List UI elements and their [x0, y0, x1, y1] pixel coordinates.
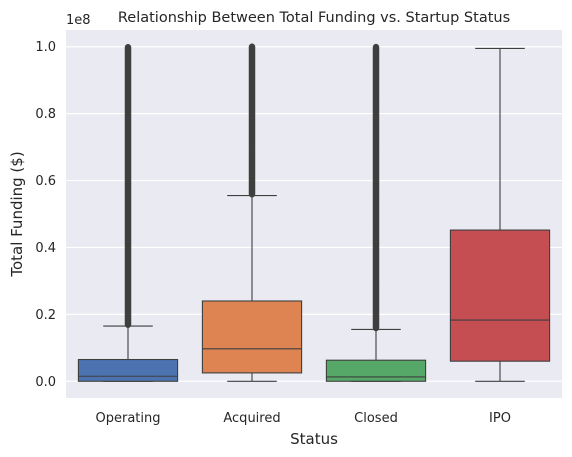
y-tick-label: 0.0	[35, 375, 56, 390]
y-tick-label: 1.0	[35, 40, 56, 55]
chart-title: Relationship Between Total Funding vs. S…	[118, 10, 510, 26]
x-tick-label: Acquired	[223, 411, 280, 426]
iqr-box	[77, 358, 179, 382]
iqr-box	[201, 300, 303, 374]
x-tick-label: Operating	[96, 411, 161, 426]
x-axis-ticks: Operating Acquired Closed IPO	[96, 411, 511, 426]
box-plots	[77, 43, 551, 382]
x-axis-label: Status	[290, 430, 338, 448]
box-operating	[77, 43, 179, 382]
x-tick-label: IPO	[489, 411, 511, 426]
iqr-box	[325, 359, 427, 382]
y-offset-label: 1e8	[66, 13, 91, 28]
iqr-box	[449, 229, 551, 362]
box-ipo	[449, 47, 551, 382]
y-axis-ticks: 0.0 0.2 0.4 0.6 0.8 1.0	[35, 40, 56, 390]
y-tick-label: 0.6	[35, 174, 56, 189]
box-closed	[325, 43, 427, 382]
y-tick-label: 0.4	[35, 241, 56, 256]
box-acquired	[201, 43, 303, 382]
outlier-point	[124, 43, 132, 51]
x-tick-label: Closed	[354, 411, 398, 426]
outlier-point	[248, 43, 256, 50]
y-axis-label: Total Funding ($)	[8, 151, 26, 277]
y-tick-label: 0.2	[35, 308, 56, 323]
y-tick-label: 0.8	[35, 107, 56, 122]
outlier-point	[372, 43, 380, 51]
